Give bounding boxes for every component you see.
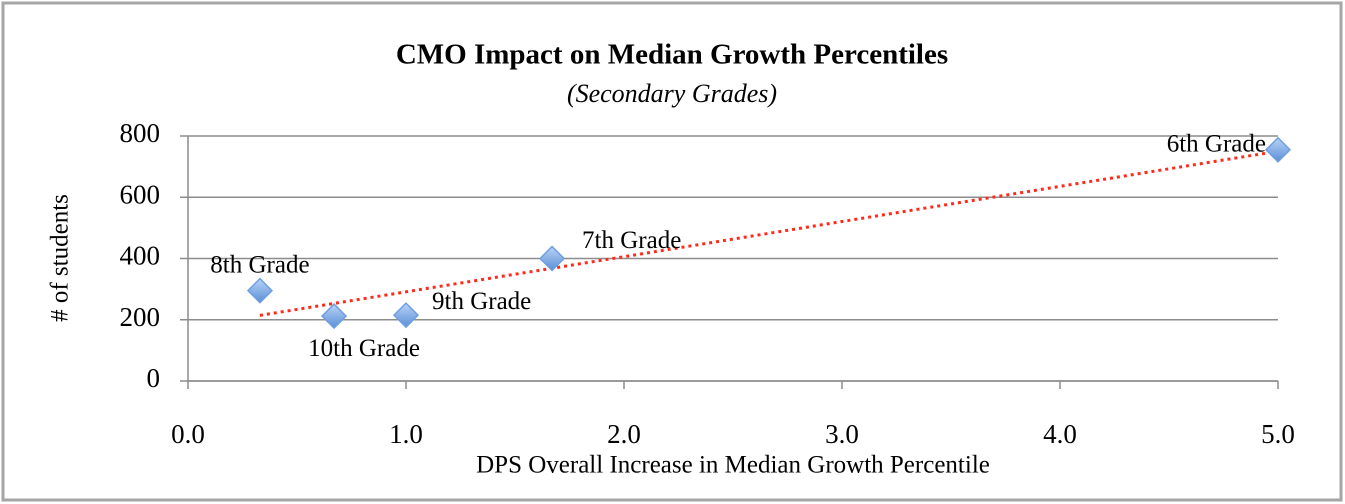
y-tick-label: 400	[120, 241, 161, 271]
point	[1264, 136, 1292, 163]
x-tick-label: 0.0	[171, 419, 205, 449]
y-axis-label: # of students	[47, 194, 74, 322]
y-tick-label: 200	[120, 302, 161, 332]
chart-title: CMO Impact on Median Growth Percentiles	[396, 39, 948, 71]
data-label: 10th Grade	[308, 335, 420, 362]
point	[392, 302, 420, 329]
x-tick-label: 2.0	[607, 419, 641, 449]
point	[320, 303, 348, 330]
data-label: 7th Grade	[582, 227, 681, 254]
x-tick-label: 3.0	[825, 419, 859, 449]
y-tick-label: 800	[120, 118, 161, 148]
data-label: 6th Grade	[1167, 131, 1266, 158]
x-axis-label: DPS Overall Increase in Median Growth Pe…	[476, 452, 990, 479]
point	[246, 277, 274, 304]
data-label: 9th Grade	[432, 288, 531, 315]
x-tick-label: 5.0	[1261, 419, 1295, 449]
y-tick-label: 600	[120, 179, 161, 209]
y-tick-label: 0	[147, 363, 161, 393]
x-tick-label: 4.0	[1043, 419, 1077, 449]
x-tick-label: 1.0	[389, 419, 423, 449]
point	[538, 245, 566, 272]
data-label: 8th Grade	[210, 251, 309, 278]
chart-subtitle: (Secondary Grades)	[567, 79, 777, 108]
